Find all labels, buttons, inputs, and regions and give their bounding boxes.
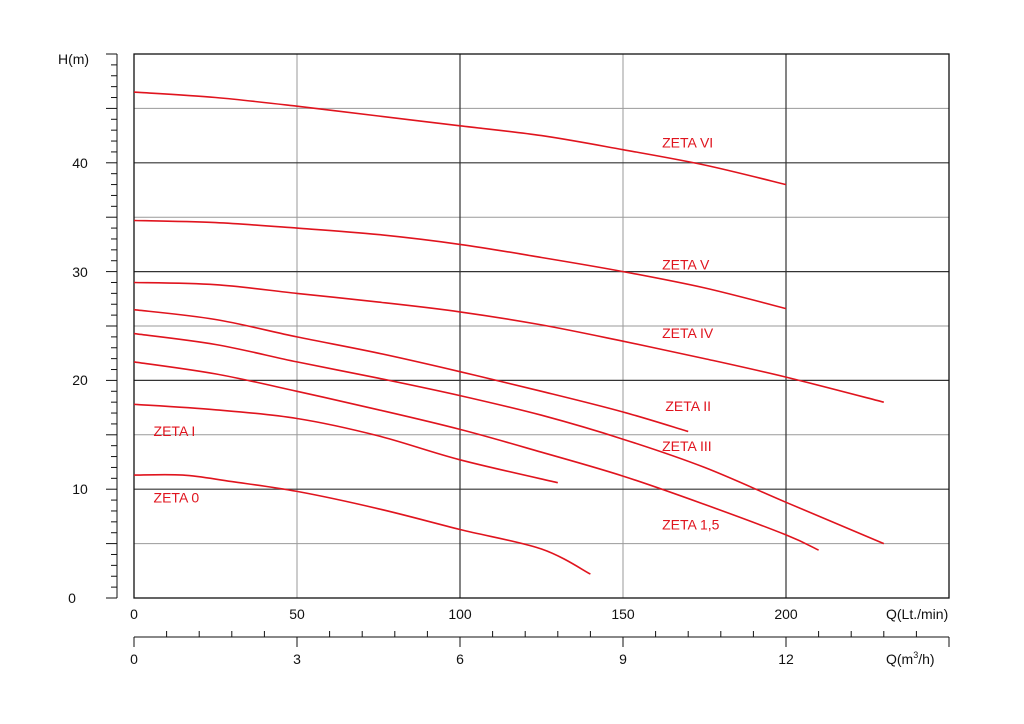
x-axis-m3-h: 0 3 6 9 12 Q(m3/h) xyxy=(130,631,950,667)
x2-tick-label: 3 xyxy=(293,651,301,667)
x-tick-label: 150 xyxy=(611,606,635,622)
series-line-zeta-vi xyxy=(133,91,787,186)
x-tick-label: 50 xyxy=(289,606,305,622)
y-axis: H(m) 0 10 20 30 40 xyxy=(58,51,118,606)
plot-frame xyxy=(133,53,950,599)
curve-label: ZETA 1,5 xyxy=(662,516,720,532)
x2-label-sup: 3 xyxy=(913,650,918,660)
x2-label-pre: Q(m xyxy=(886,651,913,667)
y-tick-label: 40 xyxy=(72,155,88,171)
x-axis-label: Q(Lt./min) xyxy=(886,606,948,622)
y-axis-label: H(m) xyxy=(58,51,89,67)
curve-label: ZETA III xyxy=(662,438,712,454)
series-line-zeta-v xyxy=(133,219,787,310)
x2-label-post: /h) xyxy=(918,651,934,667)
y-minor-ticks xyxy=(106,64,117,588)
major-gridlines xyxy=(134,54,949,598)
x-tick-label: 200 xyxy=(774,606,798,622)
series-line-zeta-0 xyxy=(133,473,591,575)
curve-label: ZETA IV xyxy=(662,325,714,341)
series-line-zeta-iii xyxy=(133,332,885,545)
curve-label: ZETA 0 xyxy=(154,489,200,505)
series-line-zeta-ii xyxy=(133,308,689,433)
curve-label: ZETA VI xyxy=(662,135,713,151)
minor-gridlines xyxy=(134,54,949,598)
curve-label: ZETA II xyxy=(665,398,711,414)
y-tick-label: 30 xyxy=(72,264,88,280)
y-tick-label: 20 xyxy=(72,372,88,388)
x2-ticks xyxy=(133,631,950,647)
series-line-zeta-i xyxy=(133,403,558,484)
y-tick-label: 0 xyxy=(68,590,76,606)
series-line-zeta-iv xyxy=(133,281,884,403)
curve-label: ZETA I xyxy=(154,423,196,439)
pump-curves xyxy=(133,91,885,575)
x2-tick-label: 0 xyxy=(130,651,138,667)
x2-axis-label: Q(m3/h) xyxy=(886,650,935,667)
x2-tick-label: 12 xyxy=(778,651,794,667)
series-line-zeta-1-5 xyxy=(133,361,819,551)
x-axis-lt-min: 0 50 100 150 200 Q(Lt./min) xyxy=(130,606,948,622)
x-tick-label: 100 xyxy=(448,606,472,622)
x2-tick-label: 6 xyxy=(456,651,464,667)
curve-label: ZETA V xyxy=(662,256,710,272)
x-tick-label: 0 xyxy=(130,606,138,622)
y-tick-label: 10 xyxy=(72,481,88,497)
curve-labels: ZETA VI ZETA V ZETA IV ZETA II ZETA III ZETA … xyxy=(154,135,720,533)
x2-tick-label: 9 xyxy=(619,651,627,667)
